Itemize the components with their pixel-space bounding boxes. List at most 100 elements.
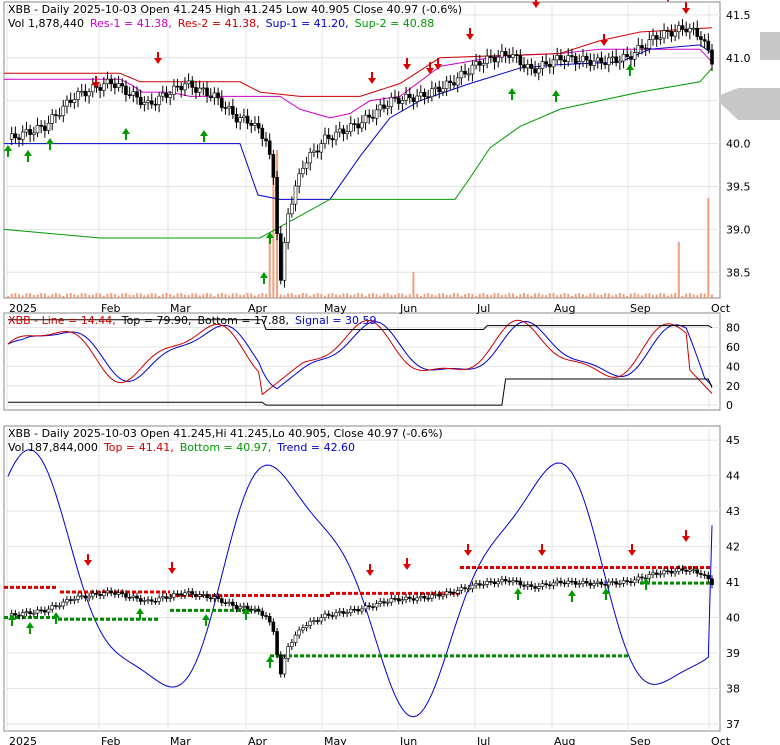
y-tick-label: 41: [726, 576, 740, 589]
volume-bar: [530, 295, 533, 298]
price-candle-body: [647, 39, 652, 49]
sell-arrow: [682, 2, 690, 14]
y-tick-label: 80: [726, 322, 740, 335]
trend-candle-body: [245, 605, 250, 610]
y-tick-label: 39.0: [726, 223, 751, 236]
price-candle-body: [603, 62, 607, 66]
trend-candle-body: [529, 584, 534, 587]
buy-arrow: [266, 656, 274, 668]
volume-bar: [405, 295, 408, 298]
volume-bar: [206, 293, 209, 298]
trend-candle-body: [573, 581, 578, 585]
legend-part: Signal = 30.59: [295, 314, 377, 327]
volume-bar: [390, 294, 393, 298]
trend-candle-body: [297, 629, 301, 636]
trend-candle-body: [536, 586, 541, 589]
x-tick-label: Apr: [248, 302, 268, 315]
sell-arrow: [154, 52, 162, 64]
trend-candle-body: [625, 580, 630, 582]
volume-bar: [593, 293, 596, 298]
volume-bar: [187, 294, 190, 298]
trend-candle-body: [470, 584, 475, 590]
buy-arrow: [136, 608, 144, 620]
price-candle-body: [540, 61, 545, 69]
y-tick-label: 37: [726, 718, 740, 731]
volume-bar: [25, 293, 28, 298]
volume-bar: [460, 295, 463, 298]
price-candle-body: [39, 124, 43, 127]
volume-bar: [117, 295, 120, 298]
price-candle-body: [142, 102, 147, 105]
price-candle-body: [481, 63, 486, 66]
trend-candle-body: [691, 569, 696, 572]
volume-bar: [253, 295, 256, 298]
volume-bar: [493, 293, 496, 298]
legend-part: Bottom = 40.97,: [180, 441, 272, 454]
volume-bar: [242, 294, 245, 298]
price-candle-body: [315, 150, 320, 153]
volume-bar: [110, 293, 113, 298]
volume-bar: [261, 293, 264, 298]
trend-candle-body: [35, 609, 40, 614]
volume-bar: [194, 293, 197, 298]
volume-bar: [169, 294, 172, 298]
trend-candle-body: [323, 613, 327, 618]
trend-candle-body: [201, 594, 206, 596]
volume-bar: [556, 295, 559, 298]
trend-candle-body: [326, 613, 331, 616]
volume-bar: [371, 293, 374, 298]
trend-candle-body: [629, 581, 633, 583]
price-candle-body: [319, 143, 324, 153]
res2-line: [4, 27, 713, 97]
trend-candle-body: [149, 599, 154, 602]
trend-candle-body: [455, 590, 460, 594]
price-candle-body: [120, 83, 125, 87]
volume-bar: [497, 293, 500, 298]
volume-bar: [29, 293, 32, 298]
volume-bar: [301, 293, 304, 298]
trend-candle-body: [43, 609, 47, 613]
volume-bar: [578, 293, 581, 298]
price-candle-body: [138, 96, 143, 105]
trend-candle-body: [371, 606, 375, 608]
buy-arrow: [508, 88, 516, 100]
price-candle-body: [673, 31, 677, 37]
trend-candle-body: [216, 596, 220, 599]
volume-bar: [231, 293, 234, 298]
price-candle-body: [684, 28, 688, 33]
price-candle-body: [566, 55, 571, 62]
volume-bar: [685, 293, 688, 298]
x-tick-label: Sep: [630, 302, 651, 315]
trend-candle-body: [308, 620, 313, 626]
volume-bar: [615, 294, 618, 298]
trend-candle-body: [632, 579, 637, 583]
trend-candle-body: [94, 592, 99, 595]
legend-part: Sup-1 = 41.20,: [266, 17, 349, 30]
price-candle-body: [695, 27, 700, 37]
trend-candle-body: [433, 593, 438, 596]
trend-candle-body: [242, 605, 246, 608]
volume-bar: [198, 295, 201, 298]
price-panel-frame: [3, 1, 721, 299]
trend-candle-body: [411, 598, 416, 601]
x-tick-label: May: [324, 735, 347, 745]
price-candle-body: [496, 56, 501, 63]
trend-candle-body: [385, 601, 390, 604]
trend-candle-body: [142, 600, 147, 602]
volume-bar: [10, 293, 13, 298]
volume-bar: [545, 294, 548, 298]
trend-candle-body: [474, 583, 478, 586]
trend-candle-body: [234, 605, 239, 609]
y-tick-label: 39.5: [726, 180, 751, 193]
price-candle-body: [68, 99, 73, 103]
volume-bar: [349, 295, 352, 298]
trend-candle-body: [83, 595, 88, 599]
sell-arrow: [464, 544, 472, 556]
price-candle-body: [87, 91, 91, 97]
price-candle-body: [363, 114, 368, 124]
volume-bar: [353, 294, 356, 298]
price-candle-body: [175, 85, 180, 88]
trend-candle-body: [304, 625, 309, 629]
trend-candle-body: [525, 584, 530, 587]
